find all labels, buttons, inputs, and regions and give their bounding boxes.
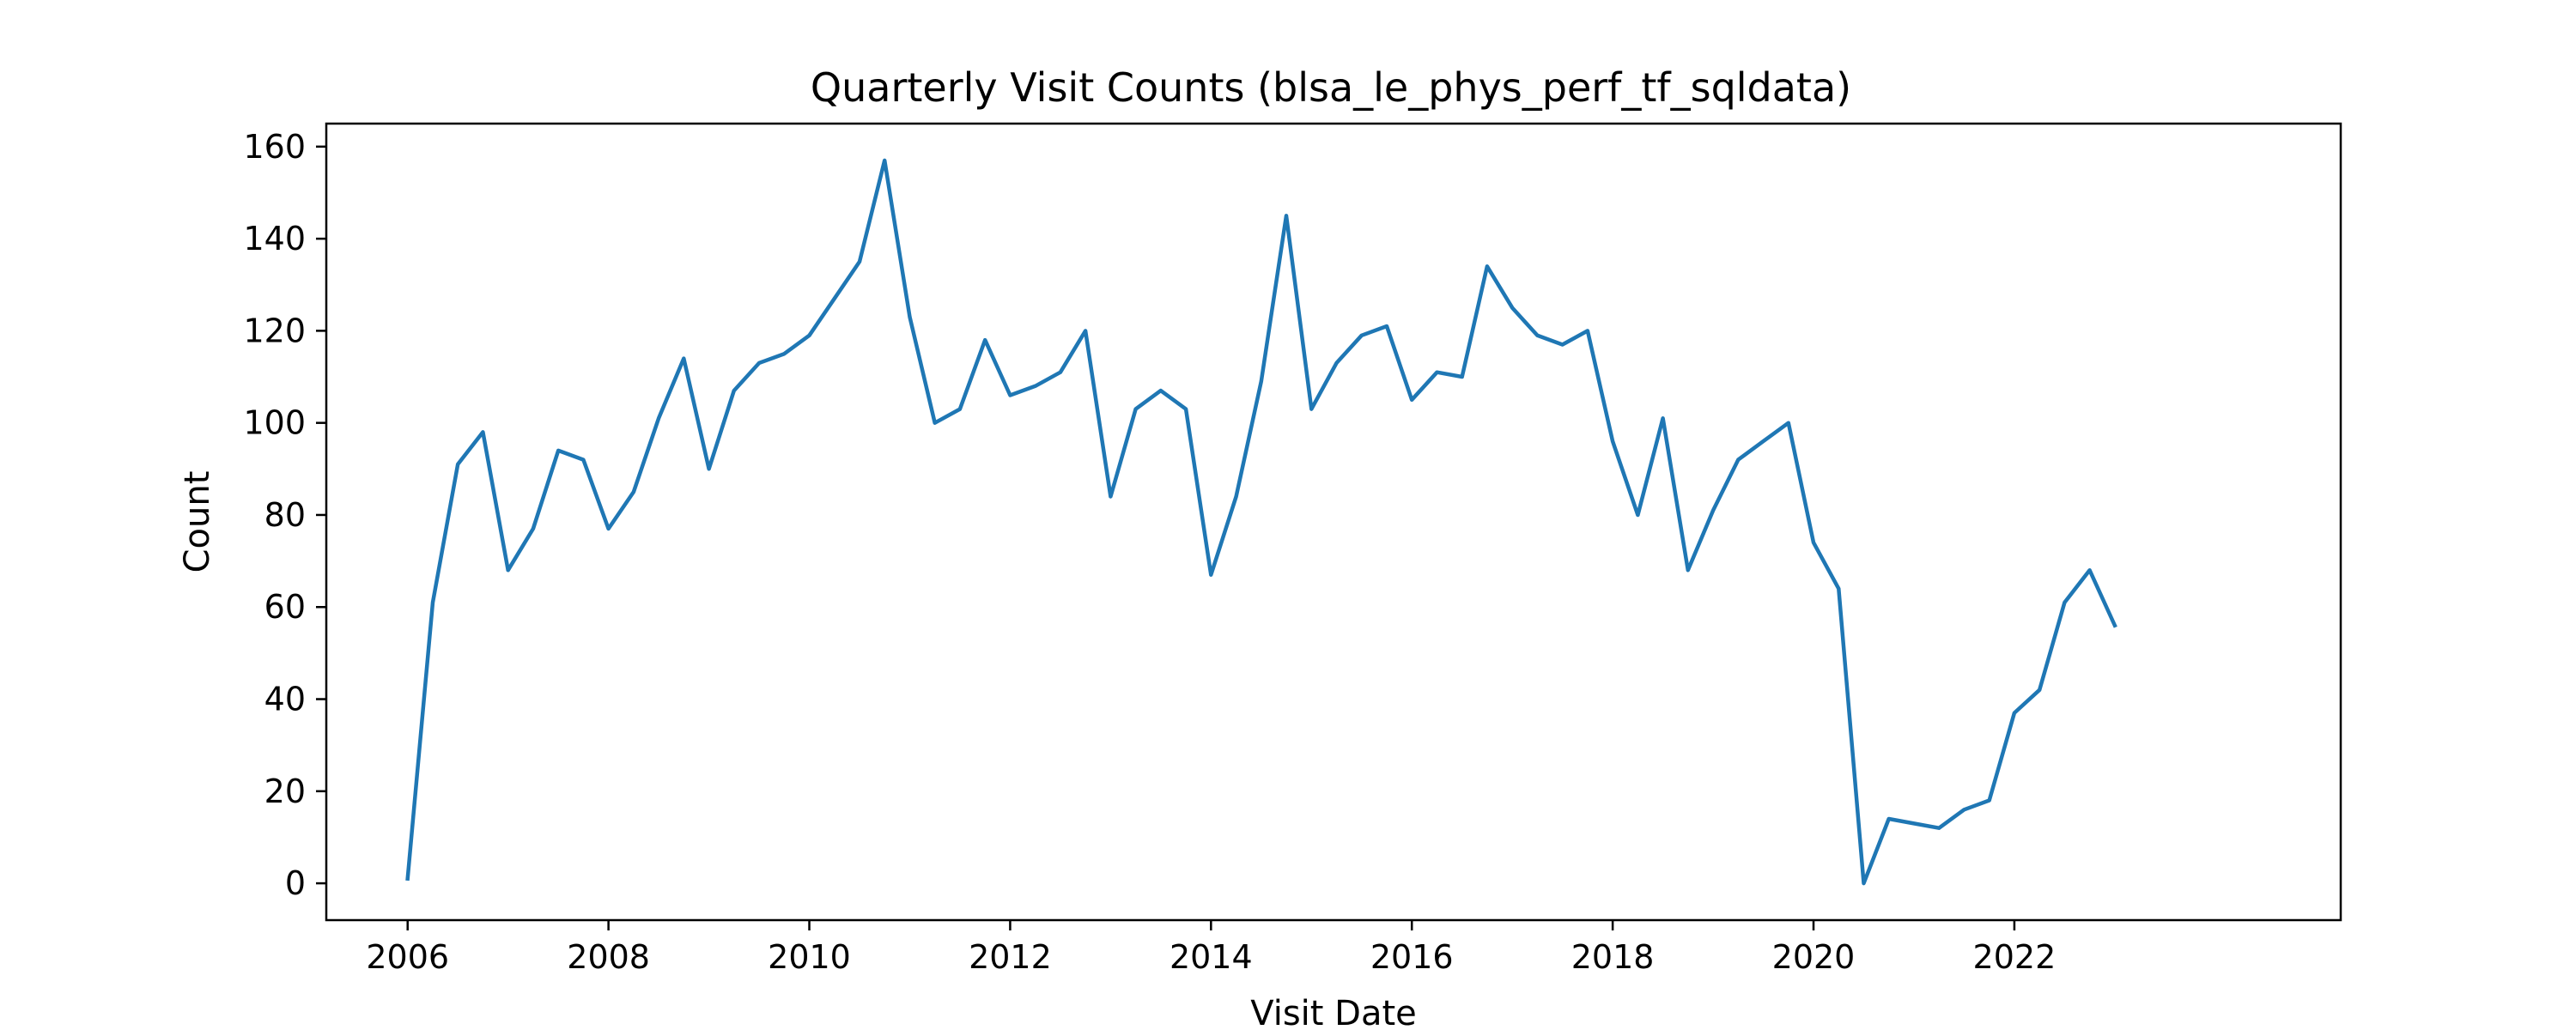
x-tick-label: 2020	[1772, 938, 1856, 976]
x-axis: 2006 2008 2010 2012 2014 2016 2018 2020 2022	[366, 920, 2056, 976]
y-tick-label: 160	[243, 128, 306, 166]
x-tick-label: 2006	[366, 938, 449, 976]
y-tick-label: 20	[264, 772, 306, 810]
y-tick-label: 60	[264, 588, 306, 626]
x-tick-label: 2012	[969, 938, 1052, 976]
plot-area-frame	[325, 122, 2342, 922]
x-tick-label: 2014	[1170, 938, 1253, 976]
y-axis: 0 20 40 60 80 100 120 140 160	[243, 128, 326, 902]
series-line	[405, 158, 2117, 886]
y-tick-label: 100	[243, 404, 306, 442]
x-tick-label: 2022	[1973, 938, 2057, 976]
y-tick-label: 40	[264, 681, 306, 718]
x-tick-label: 2010	[768, 938, 851, 976]
y-tick-label: 80	[264, 496, 306, 534]
x-tick-label: 2008	[567, 938, 650, 976]
x-tick-label: 2016	[1370, 938, 1454, 976]
y-tick-label: 140	[243, 220, 306, 258]
y-tick-label: 0	[285, 864, 306, 902]
y-axis-label: Count	[178, 471, 217, 573]
x-tick-label: 2018	[1571, 938, 1655, 976]
y-tick-label: 120	[243, 312, 306, 349]
series-layer	[405, 158, 2117, 886]
chart-title: Quarterly Visit Counts (blsa_le_phys_per…	[811, 64, 1851, 111]
x-axis-label: Visit Date	[1250, 994, 1417, 1030]
